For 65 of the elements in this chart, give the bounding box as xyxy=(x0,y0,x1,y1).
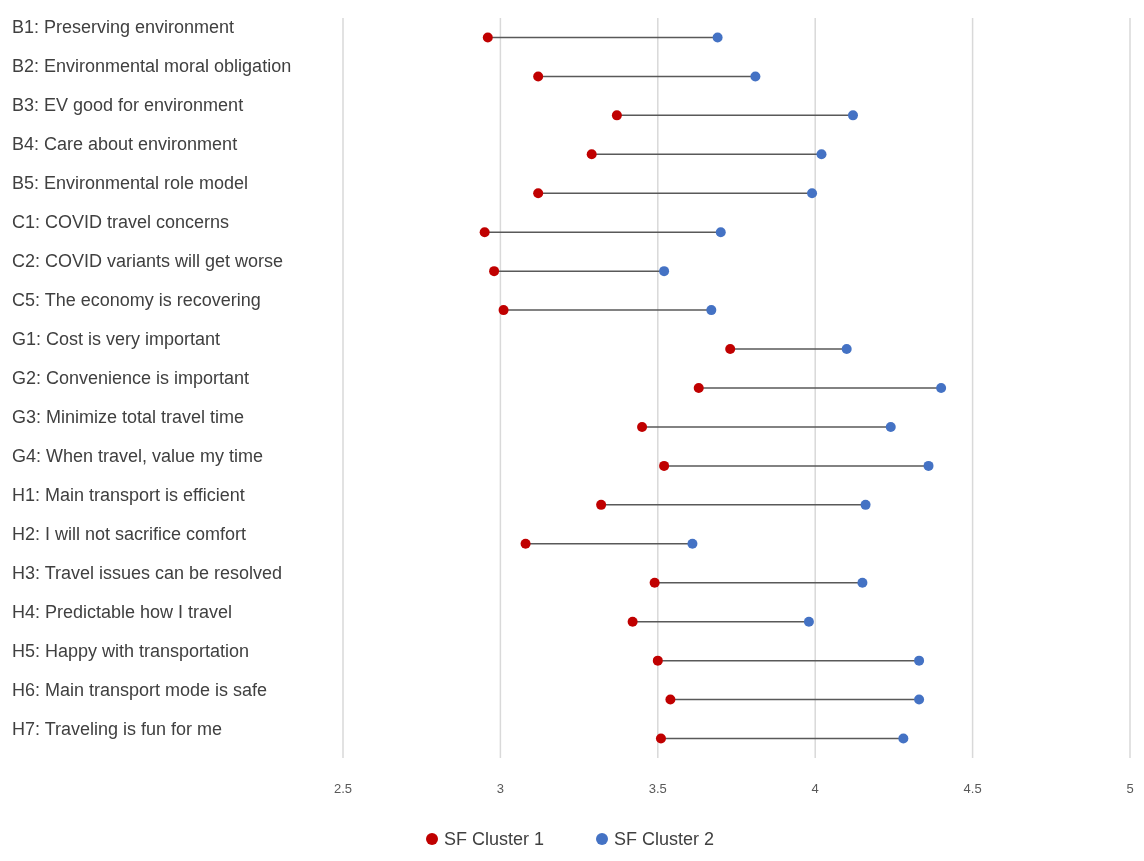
point xyxy=(712,32,723,43)
x-tick-label: 3 xyxy=(496,781,505,796)
y-tick-label: G2: Convenience is important xyxy=(12,368,250,388)
point xyxy=(847,110,858,121)
point xyxy=(914,694,925,705)
y-tick-label: H5: Happy with transportation xyxy=(12,640,250,661)
point xyxy=(807,188,818,199)
point xyxy=(750,71,761,82)
point xyxy=(611,110,622,121)
y-tick-label: H3: Travel issues can be resolved xyxy=(12,562,283,583)
point xyxy=(860,499,871,510)
point xyxy=(659,266,670,277)
point xyxy=(693,383,704,393)
point xyxy=(803,616,814,627)
point xyxy=(649,577,660,588)
point xyxy=(923,460,934,471)
y-tick-label: H4: Predictable how I travel xyxy=(12,601,233,622)
y-tick-label: H2: I will not sacrifice comfort xyxy=(12,523,247,544)
y-tick-label: H1: Main transport is efficient xyxy=(12,484,245,505)
y-tick-label: H7: Traveling is fun for me xyxy=(12,718,223,739)
point xyxy=(885,421,896,432)
point xyxy=(627,616,638,627)
point xyxy=(659,460,670,471)
point xyxy=(520,538,531,549)
point xyxy=(665,694,676,705)
point xyxy=(489,266,500,277)
point xyxy=(725,344,736,355)
point xyxy=(655,733,666,744)
y-tick-label: B1: Preserving environment xyxy=(12,17,235,38)
y-tick-label: B3: EV good for environment xyxy=(12,95,244,116)
point xyxy=(715,227,726,238)
point xyxy=(479,227,490,238)
point xyxy=(898,733,909,744)
point xyxy=(586,149,597,160)
y-tick-label: G4: When travel, value my time xyxy=(12,445,264,466)
x-tick-label: 2.5 xyxy=(333,781,353,796)
point xyxy=(857,577,868,588)
point xyxy=(936,383,947,393)
x-tick-label: 5 xyxy=(1126,781,1134,796)
x-tick-label: 3.5 xyxy=(648,781,667,796)
y-tick-label: C2: COVID variants will get worse xyxy=(12,251,284,272)
point xyxy=(652,655,663,666)
y-tick-label: C5: The economy is recovering xyxy=(12,290,261,311)
point xyxy=(637,421,648,432)
point xyxy=(914,655,925,666)
point xyxy=(706,305,717,316)
legend-label: SF Cluster 1 xyxy=(444,829,545,849)
y-tick-label: B2: Environmental moral obligation xyxy=(12,56,292,77)
point xyxy=(841,344,852,355)
point xyxy=(498,305,509,316)
y-tick-label: B5: Environmental role model xyxy=(12,173,249,194)
y-tick-label: H6: Main transport mode is safe xyxy=(12,679,268,700)
point xyxy=(596,499,607,510)
legend-label: SF Cluster 2 xyxy=(614,829,715,849)
point xyxy=(533,71,544,82)
y-tick-label: B4: Care about environment xyxy=(12,134,238,155)
point xyxy=(816,149,827,160)
x-tick-label: 4.5 xyxy=(963,781,982,796)
x-tick-label: 4 xyxy=(811,781,819,796)
point xyxy=(482,32,493,43)
point xyxy=(533,188,544,199)
y-tick-label: G3: Minimize total travel time xyxy=(12,406,245,427)
point xyxy=(687,538,698,549)
y-tick-label: G1: Cost is very important xyxy=(12,329,221,350)
y-tick-label: C1: COVID travel concerns xyxy=(12,212,230,233)
